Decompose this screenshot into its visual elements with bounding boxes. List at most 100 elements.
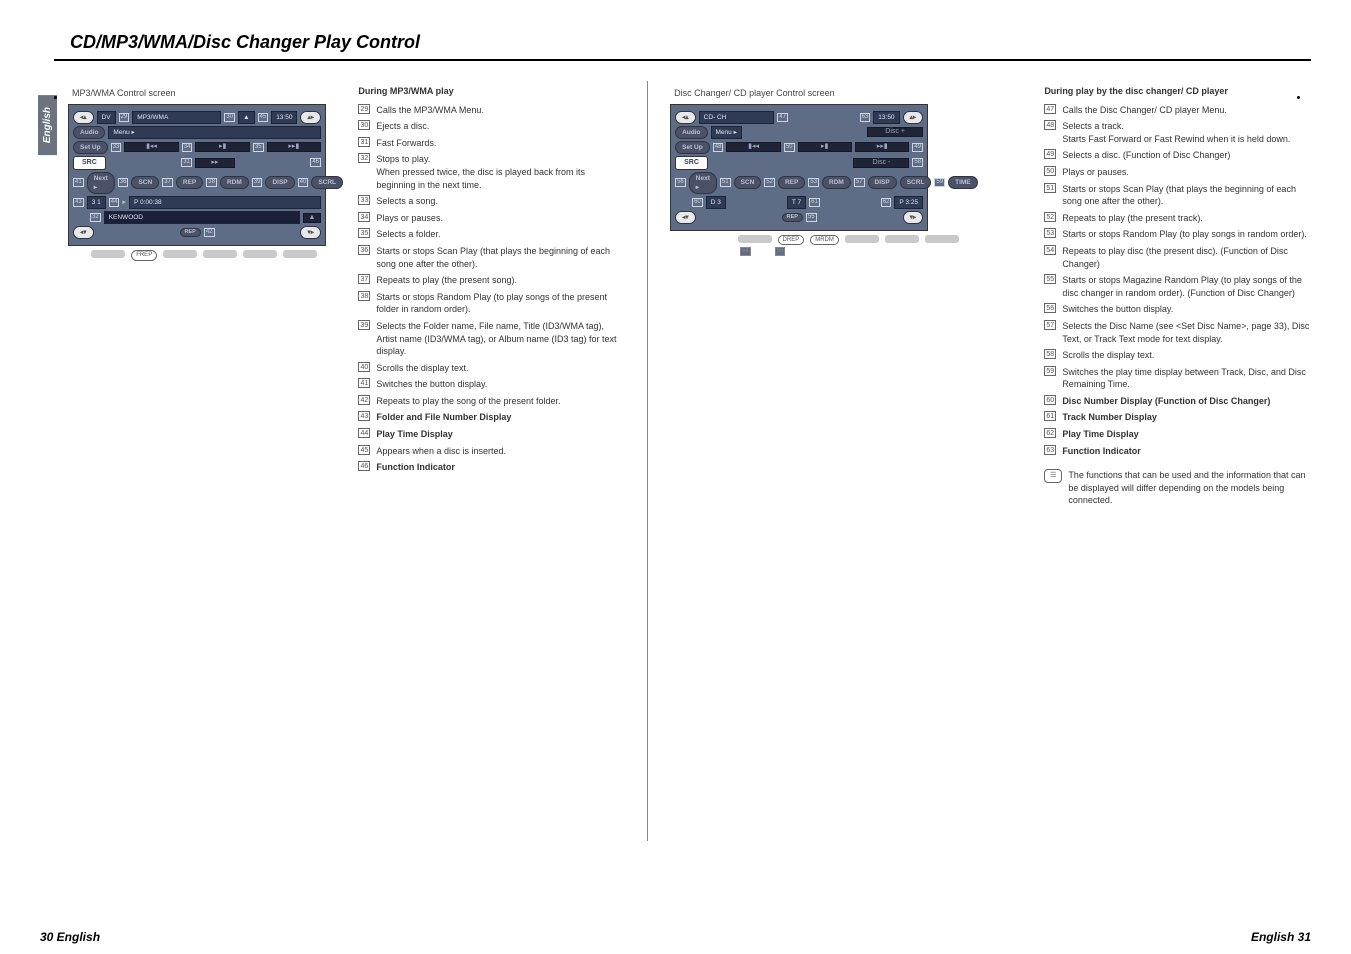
- tag-55b: 55: [775, 247, 786, 256]
- side-setup[interactable]: Set Up: [675, 141, 710, 154]
- col-cd-list: During play by the disc changer/ CD play…: [1044, 81, 1311, 841]
- scrl-btn[interactable]: SCRL: [900, 176, 932, 189]
- list-item: 39Selects the Folder name, File name, Ti…: [358, 320, 625, 358]
- cd-btm-strip: DREP MRDM: [670, 235, 1026, 245]
- time-btn[interactable]: TIME: [948, 176, 978, 189]
- item-text: Folder and File Number Display: [376, 411, 625, 424]
- corner-pill[interactable]: ▴▸: [300, 111, 321, 124]
- tag-34: 34: [182, 143, 193, 152]
- list-item: 32Stops to play. When pressed twice, the…: [358, 153, 625, 191]
- next-track[interactable]: ▸▸▮: [267, 142, 321, 152]
- cd-heading: During play by the disc changer/ CD play…: [1044, 85, 1311, 98]
- menu-btn[interactable]: Menu ▸: [711, 126, 742, 139]
- tag-45: 45: [258, 113, 269, 122]
- note-box: ☰ The functions that can be used and the…: [1044, 469, 1311, 507]
- play-pause[interactable]: ▸▮: [798, 142, 852, 152]
- disp-btn[interactable]: DISP: [265, 176, 294, 189]
- scn-btn[interactable]: SCN: [734, 176, 762, 189]
- corner-pill[interactable]: ▾▸: [903, 211, 924, 224]
- item-number: 29: [358, 104, 370, 114]
- item-text: Starts or stops Scan Play (that plays th…: [376, 245, 625, 270]
- eject-slot[interactable]: ▲: [238, 111, 254, 124]
- tag-62: 62: [881, 198, 892, 207]
- corner-pill[interactable]: ◂▾: [73, 226, 94, 239]
- corner-pill[interactable]: ◂▾: [675, 211, 696, 224]
- side-audio[interactable]: Audio: [73, 126, 105, 139]
- scn-btn[interactable]: SCN: [131, 176, 159, 189]
- tag-41: 41: [73, 178, 84, 187]
- side-src[interactable]: SRC: [675, 156, 708, 170]
- list-item: 47Calls the Disc Changer/ CD player Menu…: [1044, 104, 1311, 117]
- rep-ind: REP: [180, 228, 201, 238]
- list-item: 37Repeats to play (the present song).: [358, 274, 625, 287]
- disp-btn[interactable]: DISP: [868, 176, 897, 189]
- item-number: 42: [358, 395, 370, 405]
- mrdm-ind: MRDM: [810, 235, 839, 245]
- item-text: Play Time Display: [376, 428, 625, 441]
- tag-49: 49: [912, 143, 923, 152]
- scrl-btn[interactable]: SCRL: [311, 176, 343, 189]
- fold-up[interactable]: ▲: [303, 213, 321, 223]
- disc-minus[interactable]: Disc -: [853, 158, 909, 168]
- mp3-caption: MP3/WMA Control screen: [72, 87, 340, 100]
- col-mp3-screen: MP3/WMA Control screen ◂▴ DV 29 MP3/WMA …: [68, 81, 340, 841]
- next-page[interactable]: Next ▸: [87, 172, 115, 194]
- prev-track[interactable]: ▮◂◂: [124, 142, 178, 152]
- disc-num: D 3: [706, 196, 726, 209]
- tag-35: 35: [253, 143, 264, 152]
- next-track[interactable]: ▸▸▮: [855, 142, 909, 152]
- list-item: 60Disc Number Display (Function of Disc …: [1044, 395, 1311, 408]
- item-number: 51: [1044, 183, 1056, 193]
- corner-pill[interactable]: ▴▸: [903, 111, 924, 124]
- item-number: 63: [1044, 445, 1056, 455]
- play-time: P 0:00:38: [129, 196, 321, 209]
- side-src[interactable]: SRC: [73, 156, 106, 170]
- menu-btn[interactable]: Menu ▸: [108, 126, 321, 139]
- item-text: Starts or stops Random Play (to play son…: [1062, 228, 1311, 241]
- mp3-title: MP3/WMA: [132, 111, 221, 124]
- list-item: 50Plays or pauses.: [1044, 166, 1311, 179]
- corner-pill[interactable]: ◂▴: [73, 111, 94, 124]
- item-number: 53: [1044, 228, 1056, 238]
- prev-track[interactable]: ▮◂◂: [726, 142, 780, 152]
- corner-pill[interactable]: ◂▴: [675, 111, 696, 124]
- footer-left: 30 English: [40, 930, 100, 944]
- item-text: Calls the Disc Changer/ CD player Menu.: [1062, 104, 1311, 117]
- rdm-btn[interactable]: RDM: [220, 176, 249, 189]
- next-page[interactable]: Next ▸: [689, 172, 717, 194]
- page-title: CD/MP3/WMA/Disc Changer Play Control: [0, 0, 1351, 59]
- tag-33: 33: [111, 143, 122, 152]
- tag-31: 31: [181, 158, 192, 167]
- rdm-btn[interactable]: RDM: [822, 176, 851, 189]
- item-number: 60: [1044, 395, 1056, 405]
- tag-42: 42: [204, 228, 215, 237]
- tag-30: 30: [224, 113, 235, 122]
- item-number: 38: [358, 291, 370, 301]
- item-text: Repeats to play (the present song).: [376, 274, 625, 287]
- item-number: 30: [358, 120, 370, 130]
- list-item: 63 Function Indicator: [1044, 445, 1311, 458]
- page-divider: [647, 81, 648, 841]
- item-number: 55: [1044, 274, 1056, 284]
- list-item: 42Repeats to play the song of the presen…: [358, 395, 625, 408]
- tag-47: 47: [777, 113, 788, 122]
- ff-btn[interactable]: ▸▸: [195, 158, 235, 168]
- play-pause[interactable]: ▸▮: [195, 142, 249, 152]
- item-text: Function Indicator: [1062, 445, 1311, 458]
- tag-48: 48: [713, 143, 724, 152]
- disc-plus[interactable]: Disc +: [867, 127, 923, 137]
- tag-58: 58: [912, 158, 923, 167]
- list-item: 45Appears when a disc is inserted.: [358, 445, 625, 458]
- side-setup[interactable]: Set Up: [73, 141, 108, 154]
- rep-btn[interactable]: REP: [778, 176, 805, 189]
- tag-60: 60: [692, 198, 703, 207]
- list-item: 58Scrolls the display text.: [1044, 349, 1311, 362]
- list-item: 53 Starts or stops Random Play (to play s…: [1044, 228, 1311, 241]
- tag-32: 32: [90, 213, 101, 222]
- item-number: 33: [358, 195, 370, 205]
- list-item: 52Repeats to play (the present track).: [1044, 212, 1311, 225]
- side-audio[interactable]: Audio: [675, 126, 707, 139]
- list-item: 55Starts or stops Magazine Random Play (…: [1044, 274, 1311, 299]
- rep-btn[interactable]: REP: [176, 176, 203, 189]
- corner-pill[interactable]: ▾▸: [300, 226, 321, 239]
